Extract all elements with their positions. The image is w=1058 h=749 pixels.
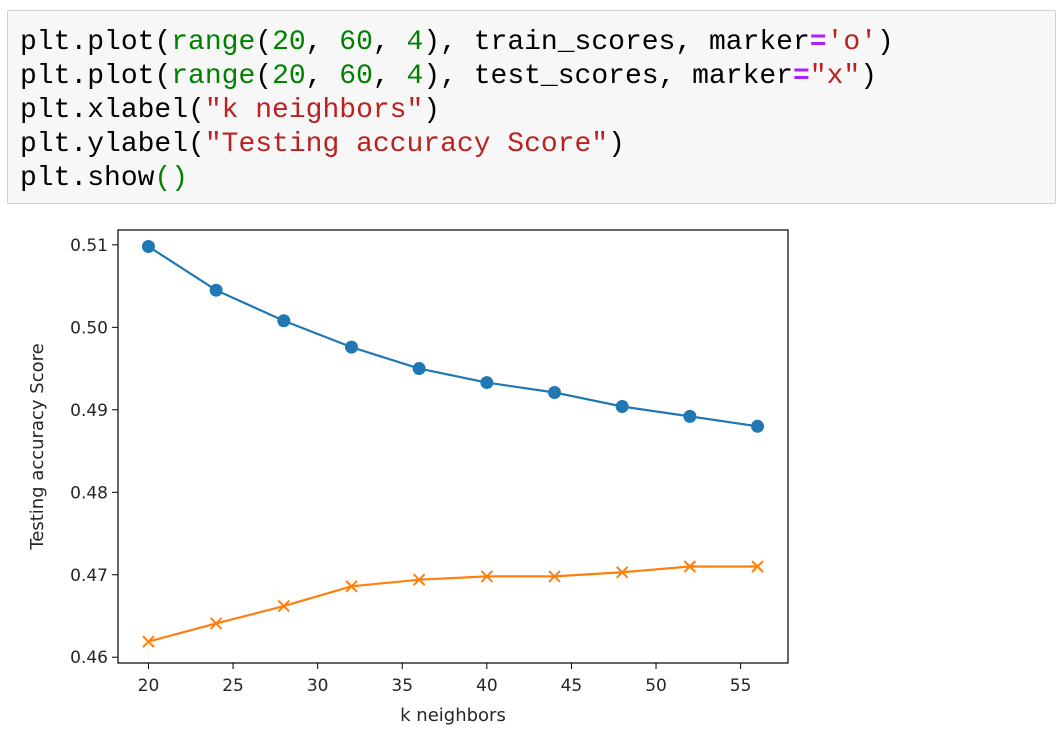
code-block[interactable]: plt.plot(range(20, 60, 4), train_scores,…	[20, 26, 894, 196]
data-point	[345, 580, 358, 593]
code-cell[interactable]: plt.plot(range(20, 60, 4), train_scores,…	[7, 10, 1056, 204]
code-token: ,	[305, 27, 340, 58]
code-token: 4	[406, 27, 424, 58]
code-line: plt.show()	[20, 162, 894, 196]
code-token: plt.plot(	[20, 27, 172, 58]
data-point	[683, 409, 697, 423]
chart-marks	[141, 239, 765, 648]
data-point	[344, 340, 358, 354]
y-axis: 0.46 0.47 0.48 0.49 0.50 0.51	[70, 236, 118, 668]
line-chart: 20 25 30 35 40 45 50 55 0.46 0.47 0.48 0.49 0.50 0.5…	[27, 229, 789, 726]
code-token: plt.plot(	[20, 61, 172, 92]
y-axis-label: Testing accuracy Score	[27, 343, 48, 550]
data-point	[142, 635, 155, 648]
code-token: =	[792, 61, 810, 92]
code-token: plt.xlabel(	[20, 95, 205, 126]
code-token: range	[171, 61, 256, 92]
x-tick-label: 55	[730, 676, 752, 696]
code-token: range	[171, 27, 256, 58]
data-point	[141, 239, 155, 253]
code-token: ,	[372, 27, 407, 58]
code-token: ), test_scores, marker	[423, 61, 793, 92]
data-point	[209, 283, 223, 297]
series-line-0	[147, 245, 758, 428]
y-tick-label: 0.50	[70, 318, 108, 338]
code-token: 60	[339, 61, 373, 92]
data-point	[683, 560, 697, 573]
data-point	[751, 419, 765, 433]
code-token: ,	[305, 61, 340, 92]
code-token: 60	[339, 27, 373, 58]
code-line: plt.plot(range(20, 60, 4), train_scores,…	[20, 26, 894, 60]
code-token: (	[255, 61, 273, 92]
code-token: )	[608, 129, 625, 160]
code-token: plt.show	[20, 163, 155, 194]
code-token: 20	[272, 61, 306, 92]
code-token: )	[860, 61, 878, 92]
code-token: "x"	[809, 61, 861, 92]
data-point	[548, 570, 561, 583]
code-line: plt.xlabel("k neighbors")	[20, 94, 894, 128]
code-token: 4	[406, 61, 424, 92]
code-token: ,	[372, 61, 407, 92]
x-axis: 20 25 30 35 40 45 50 55	[138, 663, 752, 696]
y-tick-label: 0.48	[70, 483, 108, 503]
data-point	[277, 314, 291, 328]
y-tick-label: 0.51	[70, 236, 108, 256]
code-token: )	[877, 27, 894, 58]
y-tick-label: 0.49	[70, 401, 108, 421]
x-axis-label: k neighbors	[400, 705, 506, 726]
code-token: plt.ylabel(	[20, 129, 205, 160]
data-point	[480, 570, 494, 583]
x-tick-label: 50	[645, 676, 667, 696]
x-tick-label: 30	[307, 676, 329, 696]
code-token: )	[423, 95, 441, 126]
code-line: plt.plot(range(20, 60, 4), test_scores, …	[20, 60, 894, 94]
data-point	[615, 566, 629, 579]
data-point	[412, 573, 426, 586]
x-tick-label: 35	[391, 676, 413, 696]
code-token: ), train_scores, marker	[423, 27, 810, 58]
series-line-1	[148, 565, 758, 643]
code-token: ()	[154, 163, 189, 194]
data-point	[209, 617, 223, 630]
x-tick-label: 40	[476, 676, 498, 696]
data-point	[615, 399, 629, 413]
x-tick-label: 45	[561, 676, 583, 696]
code-token: 20	[272, 27, 306, 58]
data-point	[548, 385, 562, 399]
x-tick-label: 20	[138, 676, 160, 696]
code-line: plt.ylabel("Testing accuracy Score")	[20, 128, 894, 162]
code-token: "Testing accuracy Score"	[204, 129, 609, 160]
y-tick-label: 0.46	[70, 648, 108, 668]
x-tick-label: 25	[222, 676, 244, 696]
data-point	[277, 599, 291, 613]
code-token: "k neighbors"	[204, 95, 424, 126]
code-token: 'o'	[826, 27, 878, 58]
data-point	[412, 362, 426, 376]
plot-frame	[117, 229, 789, 664]
plot-output: 20 25 30 35 40 45 50 55 0.46 0.47 0.48 0.49 0.50 0.5…	[0, 210, 820, 744]
y-tick-label: 0.47	[70, 566, 108, 586]
code-token: =	[809, 27, 827, 58]
data-point	[480, 376, 494, 390]
code-token: (	[255, 27, 273, 58]
data-point	[751, 560, 764, 573]
